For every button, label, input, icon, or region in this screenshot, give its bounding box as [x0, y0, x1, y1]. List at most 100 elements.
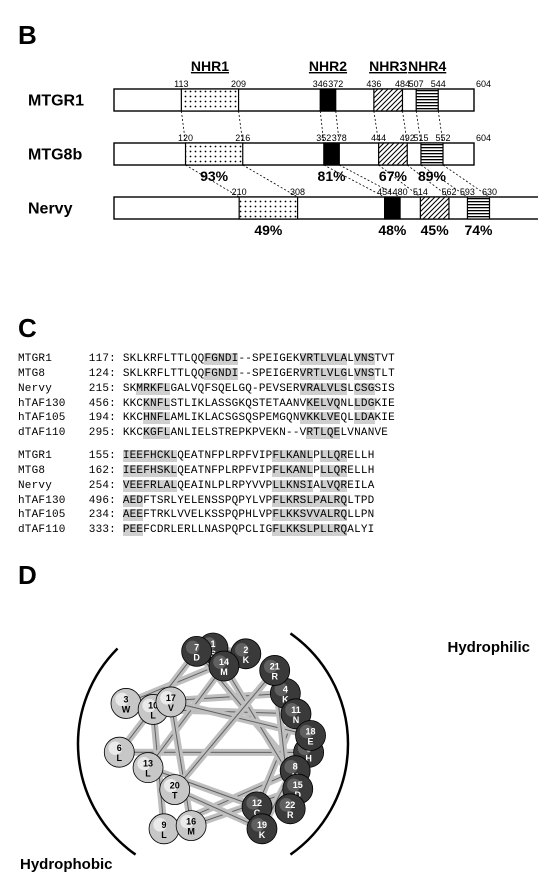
panel-D: D 1S2K3W4K5H6L7D8H9L10L11N12C13L14M15D16… — [18, 560, 534, 879]
svg-text:9: 9 — [162, 820, 167, 830]
svg-text:12: 12 — [252, 798, 262, 808]
alignment-row: hTAF105234: AEEFTRKLVVELKSSPQPHLVPFLKKSV… — [18, 508, 534, 523]
svg-text:8: 8 — [293, 762, 298, 772]
svg-text:13: 13 — [143, 759, 153, 769]
svg-text:216: 216 — [235, 133, 250, 143]
svg-text:15: 15 — [293, 780, 303, 790]
alignment-row: Nervy254: VEEFRLALQEAINLPLRPYVVPLLKNSIAL… — [18, 479, 534, 494]
alignment-row: MTGR1117: SKLKRFLTTLQQFGNDI--SPEIGEKVRTL… — [18, 352, 534, 367]
helix-node: 19K — [247, 814, 277, 844]
svg-text:L: L — [145, 769, 151, 779]
svg-text:604: 604 — [476, 79, 491, 89]
helix-node: 17V — [156, 687, 186, 717]
svg-text:210: 210 — [232, 187, 247, 197]
alignment-row: hTAF105194: KKCHNFLAMLIKLACSGSQSPEMGQNVK… — [18, 411, 534, 426]
svg-text:515: 515 — [413, 133, 428, 143]
svg-text:89%: 89% — [418, 168, 447, 184]
helix-node: 6L — [104, 737, 134, 767]
helix-node: 9L — [149, 814, 179, 844]
svg-text:L: L — [150, 711, 156, 721]
svg-text:346: 346 — [313, 79, 328, 89]
svg-text:M: M — [220, 667, 228, 677]
alignment-row: MTGR1155: IEEFHCKLQEATNFPLRPFVIPFLKANLPL… — [18, 449, 534, 464]
alignment-row: hTAF130496: AEDFTSRLYELENSSPQPYLVPFLKRSL… — [18, 494, 534, 509]
helix-node: 18E — [296, 721, 326, 751]
svg-text:67%: 67% — [379, 168, 408, 184]
svg-text:21: 21 — [270, 662, 280, 672]
hydrophobic-label: Hydrophobic — [20, 856, 113, 873]
svg-text:R: R — [271, 672, 278, 682]
panel-D-label: D — [18, 560, 534, 591]
alignment-row: MTG8162: IEEFHSKLQEATNFPLRPFVIPFLKANLPLL… — [18, 464, 534, 479]
svg-text:R: R — [287, 810, 294, 820]
helix-node: 20T — [160, 775, 190, 805]
alignment-row: dTAF110333: PEEFCDRLERLLNASPQPCLIGFLKKSL… — [18, 523, 534, 538]
helix-node: 3W — [111, 689, 141, 719]
svg-text:444: 444 — [371, 133, 386, 143]
svg-text:N: N — [293, 715, 300, 725]
svg-text:308: 308 — [290, 187, 305, 197]
svg-text:T: T — [172, 791, 178, 801]
svg-text:209: 209 — [231, 79, 246, 89]
svg-text:604: 604 — [476, 133, 491, 143]
svg-text:MTG8b: MTG8b — [28, 147, 82, 164]
svg-text:MTGR1: MTGR1 — [28, 93, 84, 110]
svg-text:507: 507 — [409, 79, 424, 89]
svg-text:3: 3 — [123, 695, 128, 705]
region-header: NHR3 — [369, 59, 407, 74]
alignment-row: hTAF130456: KKCKNFLSTLIKLASSGKQSTETAANVK… — [18, 397, 534, 412]
svg-text:E: E — [308, 737, 314, 747]
svg-text:49%: 49% — [254, 222, 283, 238]
hydrophilic-label: Hydrophilic — [447, 639, 530, 656]
panel-B-label: B — [18, 20, 534, 51]
svg-text:48%: 48% — [378, 222, 407, 238]
svg-text:W: W — [122, 705, 131, 715]
svg-text:K: K — [259, 830, 266, 840]
region-header: NHR4 — [408, 59, 446, 74]
alignment-row: Nervy215: SKMRKFLGALVQFSQELGQ-PEVSERVRAL… — [18, 382, 534, 397]
svg-text:372: 372 — [328, 79, 343, 89]
svg-text:514: 514 — [413, 187, 428, 197]
svg-text:378: 378 — [332, 133, 347, 143]
svg-text:120: 120 — [178, 133, 193, 143]
svg-text:352: 352 — [316, 133, 331, 143]
svg-text:4: 4 — [283, 684, 288, 694]
svg-text:593: 593 — [460, 187, 475, 197]
svg-text:11: 11 — [291, 705, 301, 715]
svg-text:544: 544 — [431, 79, 446, 89]
svg-text:113: 113 — [174, 79, 188, 89]
svg-text:7: 7 — [194, 642, 199, 652]
svg-text:81%: 81% — [318, 168, 347, 184]
svg-text:562: 562 — [441, 187, 456, 197]
svg-text:45%: 45% — [421, 222, 450, 238]
helix-node: 21R — [260, 656, 290, 686]
svg-text:20: 20 — [170, 781, 180, 791]
panel-C: C MTGR1117: SKLKRFLTTLQQFGNDI--SPEIGEKVR… — [18, 313, 534, 538]
helix-node: 7D — [182, 636, 212, 666]
svg-text:19: 19 — [257, 820, 267, 830]
panel-B: NHR1 NHR2 NHR3NHR4 MTGR1 604 113 209 346372 436 4… — [18, 59, 534, 297]
svg-text:M: M — [187, 827, 195, 837]
helix-node: 22R — [275, 794, 305, 824]
svg-text:V: V — [168, 703, 174, 713]
svg-text:L: L — [161, 830, 167, 840]
alignment-row: dTAF110295: KKCKGFLANLIELSTREPKPVEKN--VR… — [18, 426, 534, 441]
region-header: NHR1 — [191, 59, 229, 74]
svg-text:74%: 74% — [464, 222, 493, 238]
svg-text:L: L — [117, 753, 123, 763]
svg-text:22: 22 — [285, 800, 295, 810]
svg-text:K: K — [243, 655, 250, 665]
panel-C-label: C — [18, 313, 534, 344]
svg-text:552: 552 — [435, 133, 450, 143]
alignment-row: MTG8124: SKLKRFLTTLQQFGNDI--SPEIGERVRTLV… — [18, 367, 534, 382]
svg-text:18: 18 — [306, 727, 316, 737]
svg-text:630: 630 — [482, 187, 497, 197]
helix-node: 14M — [209, 651, 239, 681]
svg-text:436: 436 — [366, 79, 381, 89]
svg-text:480: 480 — [393, 187, 408, 197]
helix-node: 16M — [176, 811, 206, 841]
svg-text:16: 16 — [186, 817, 196, 827]
svg-text:D: D — [193, 652, 200, 662]
region-header: NHR2 — [309, 59, 347, 74]
svg-text:6: 6 — [117, 743, 122, 753]
